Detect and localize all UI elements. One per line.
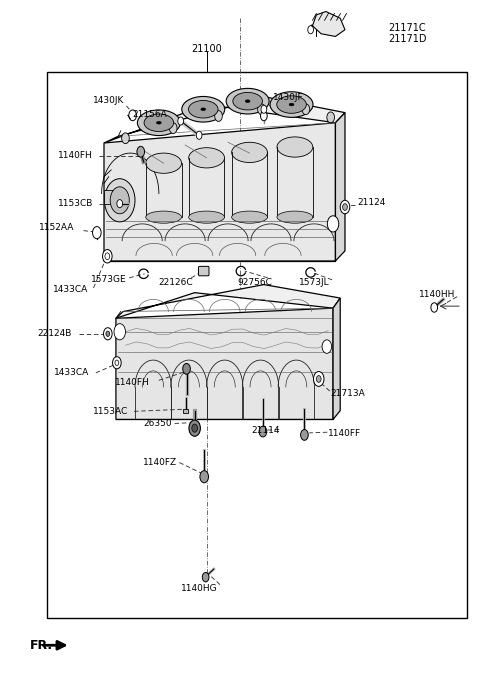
Circle shape [121,133,129,144]
Circle shape [261,105,267,113]
Text: 1140HG: 1140HG [181,584,218,593]
Text: 1430JF: 1430JF [274,93,304,102]
Circle shape [129,110,136,121]
Text: 1140FZ: 1140FZ [143,458,178,467]
Text: 22124B: 22124B [37,329,72,338]
Ellipse shape [270,92,313,117]
Circle shape [106,331,110,336]
Text: 1153AC: 1153AC [93,407,128,416]
Circle shape [93,227,101,239]
Ellipse shape [146,153,181,173]
Ellipse shape [189,100,218,118]
Circle shape [261,111,267,121]
Circle shape [105,253,110,259]
Text: 1573GE: 1573GE [91,275,127,284]
Text: 21171D: 21171D [388,34,426,44]
Text: 26350: 26350 [144,419,172,428]
Text: 21100: 21100 [191,43,222,53]
Ellipse shape [232,142,267,162]
Ellipse shape [182,96,225,122]
Circle shape [192,424,198,432]
Circle shape [104,328,112,340]
Ellipse shape [189,211,225,223]
Text: 1433CA: 1433CA [53,285,88,294]
Polygon shape [116,284,340,318]
Ellipse shape [201,108,205,110]
Circle shape [308,26,313,34]
Circle shape [313,372,324,387]
Ellipse shape [156,121,161,124]
Circle shape [258,104,265,114]
Text: 92756C: 92756C [237,278,272,287]
Circle shape [322,340,332,353]
Polygon shape [336,112,345,261]
Circle shape [327,216,339,232]
Text: 21156A: 21156A [132,110,167,119]
Text: 1140FF: 1140FF [328,429,361,438]
Circle shape [183,364,191,374]
Polygon shape [309,12,345,37]
Bar [47,72,467,618]
Text: FR.: FR. [30,639,53,652]
Ellipse shape [245,100,250,102]
Text: 21713A: 21713A [331,389,365,398]
Polygon shape [104,97,345,143]
Polygon shape [333,298,340,420]
Text: 21124: 21124 [357,198,385,207]
Circle shape [302,104,310,114]
Ellipse shape [137,110,180,135]
Ellipse shape [144,114,174,131]
Circle shape [189,420,200,436]
Circle shape [431,303,438,312]
Ellipse shape [277,137,313,157]
Circle shape [178,117,183,125]
Circle shape [343,204,348,211]
Polygon shape [104,123,336,261]
Text: 1140FH: 1140FH [58,150,93,160]
Circle shape [105,179,135,222]
Circle shape [316,376,321,383]
Circle shape [259,426,267,437]
Ellipse shape [232,211,267,223]
Polygon shape [116,308,333,420]
Ellipse shape [277,211,313,223]
Ellipse shape [233,92,263,110]
Ellipse shape [189,148,225,168]
Text: 1433CA: 1433CA [54,368,90,377]
Text: 21171C: 21171C [388,24,426,33]
Circle shape [327,112,335,123]
FancyBboxPatch shape [199,266,209,276]
Circle shape [115,360,119,366]
Text: 1430JK: 1430JK [93,96,124,105]
Text: 21114: 21114 [251,427,279,435]
Circle shape [114,324,125,340]
Ellipse shape [289,103,294,106]
Text: 1153CB: 1153CB [58,199,93,208]
Circle shape [196,131,202,139]
Circle shape [117,200,122,208]
Bar [183,409,188,413]
Text: 1140FH: 1140FH [115,378,150,387]
Circle shape [215,110,222,121]
Text: 22126C: 22126C [158,278,193,287]
Text: 1152AA: 1152AA [38,223,74,232]
Text: 1573JL: 1573JL [299,278,329,287]
Circle shape [169,123,177,133]
Ellipse shape [146,211,181,223]
Circle shape [113,357,121,369]
Circle shape [300,429,308,440]
Circle shape [103,250,112,263]
Circle shape [340,200,350,214]
Circle shape [202,573,209,582]
Circle shape [137,146,144,157]
Circle shape [200,471,208,483]
Polygon shape [104,190,116,204]
Ellipse shape [277,95,306,113]
Ellipse shape [226,89,269,114]
Circle shape [110,187,129,214]
Text: 1140HH: 1140HH [419,290,456,299]
